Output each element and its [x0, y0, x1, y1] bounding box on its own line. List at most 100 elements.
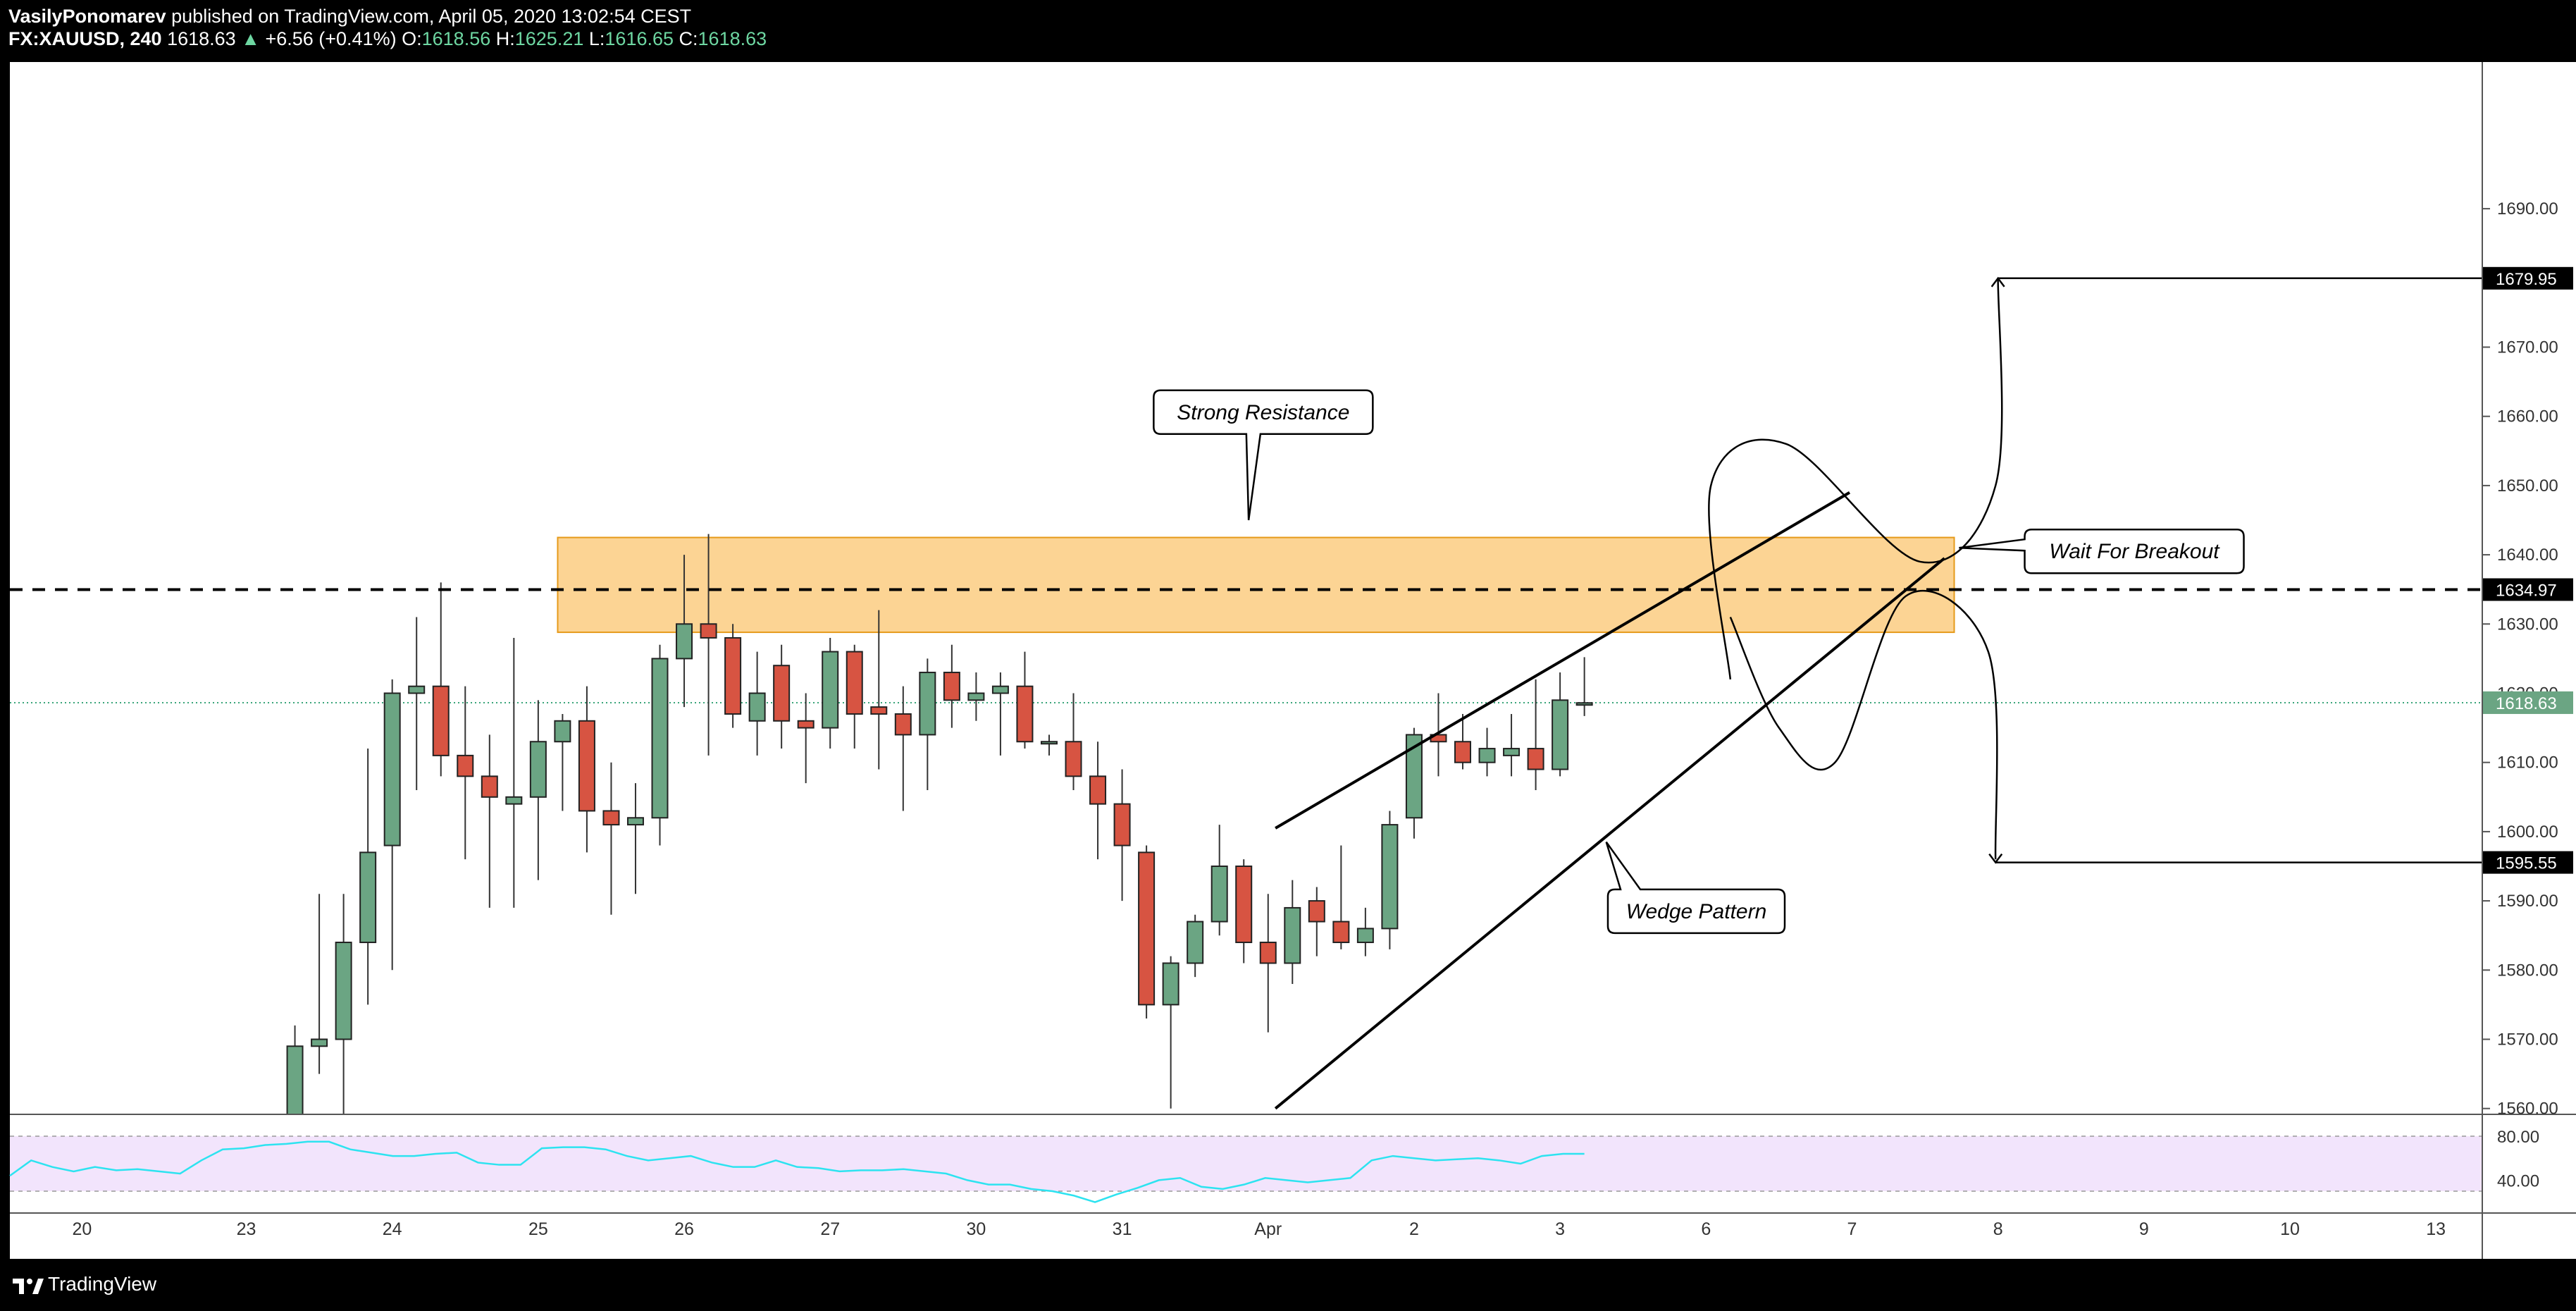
rsi-band [10, 1136, 2482, 1191]
candle[interactable] [1138, 851, 1156, 1006]
x-tick-label: 27 [820, 1219, 840, 1239]
candle[interactable] [748, 692, 766, 722]
symbol-label[interactable]: FX:XAUUSD, 240 [8, 28, 162, 49]
candle[interactable] [943, 672, 960, 701]
callout-text: Wedge Pattern [1626, 900, 1767, 923]
high-label: H: [495, 28, 515, 49]
symbol-line: FX:XAUUSD, 240 1618.63 ▲ +6.56 (+0.41%) … [8, 28, 767, 50]
price-label-tag[interactable] [2483, 578, 2573, 601]
x-tick-label: 20 [73, 1219, 92, 1239]
price-axis[interactable] [2483, 62, 2576, 1259]
price-label-tag[interactable] [2483, 266, 2573, 290]
open-label: O: [402, 28, 422, 49]
x-tick-label: 31 [1113, 1219, 1132, 1239]
wedge-upper-line[interactable] [1275, 491, 1851, 830]
last-price: 1618.63 [167, 28, 236, 49]
candle[interactable] [1065, 741, 1082, 777]
candle[interactable] [724, 636, 742, 715]
candle[interactable] [773, 665, 791, 722]
open-value: 1618.56 [421, 28, 491, 49]
wedge-lower-line[interactable] [1274, 557, 1945, 1110]
candle[interactable] [529, 741, 547, 798]
y-tick-label: 1660.00 [2497, 407, 2558, 426]
breakout-up-path[interactable] [1708, 278, 2003, 679]
candle[interactable] [1235, 866, 1253, 944]
candle[interactable] [1308, 900, 1325, 923]
tradingview-logo-icon[interactable] [11, 1274, 45, 1297]
y-tick-label: 1580.00 [2497, 961, 2558, 980]
close-value: 1618.63 [698, 28, 767, 49]
candle[interactable] [1113, 803, 1131, 847]
candle[interactable] [1259, 942, 1277, 964]
candle[interactable] [700, 623, 717, 639]
candle[interactable] [822, 651, 839, 729]
x-tick-label: Apr [1254, 1219, 1282, 1239]
candle[interactable] [578, 720, 595, 812]
candle[interactable] [1478, 748, 1496, 763]
candle[interactable] [626, 817, 644, 826]
candle[interactable] [991, 685, 1009, 694]
candle[interactable] [1016, 685, 1034, 743]
publisher-line: VasilyPonomarev published on TradingView… [8, 6, 691, 27]
callout-box[interactable] [1605, 841, 1786, 935]
candle[interactable] [894, 713, 912, 736]
candle[interactable] [870, 706, 888, 715]
candle[interactable] [1089, 775, 1107, 805]
published-text: published on TradingView.com, April 05, … [171, 6, 692, 27]
candle[interactable] [846, 651, 863, 715]
candle[interactable] [676, 623, 693, 660]
candle[interactable] [554, 720, 571, 743]
candle[interactable] [1503, 748, 1521, 756]
y-tick-label: 1610.00 [2497, 753, 2558, 773]
resistance-zone[interactable] [557, 536, 1955, 634]
callout-box[interactable] [1959, 528, 2245, 574]
candle[interactable] [335, 942, 352, 1040]
candle[interactable] [1284, 906, 1301, 964]
candle[interactable] [359, 851, 377, 944]
candle[interactable] [1040, 741, 1058, 745]
candle[interactable] [432, 685, 450, 756]
candle[interactable] [1381, 824, 1399, 930]
candle[interactable] [1332, 921, 1350, 944]
candle[interactable] [1210, 866, 1228, 923]
time-axis[interactable] [10, 1214, 2482, 1259]
x-tick-label: 24 [383, 1219, 402, 1239]
candle[interactable] [602, 810, 620, 826]
candle[interactable] [919, 672, 936, 736]
callout-box[interactable] [1153, 389, 1374, 521]
candle[interactable] [1552, 699, 1569, 770]
low-value: 1616.65 [605, 28, 674, 49]
y-tick-label: 1590.00 [2497, 892, 2558, 911]
candle[interactable] [1575, 702, 1593, 706]
candle[interactable] [408, 685, 426, 694]
candle[interactable] [651, 658, 669, 819]
y-tick-label: 1690.00 [2497, 199, 2558, 218]
price-chart[interactable]: 1560.00 1570.00 1580.00 1590.00 1600.00 1610.… [0, 62, 2576, 1259]
candle[interactable] [1162, 962, 1179, 1006]
candle[interactable] [1356, 928, 1374, 944]
candle[interactable] [481, 775, 498, 798]
candle[interactable] [505, 796, 523, 805]
callout-text: Wait For Breakout [2049, 540, 2220, 563]
author-name[interactable]: VasilyPonomarev [8, 6, 166, 27]
candle[interactable] [383, 692, 401, 847]
candle[interactable] [311, 1038, 328, 1047]
price-label-tag[interactable] [2483, 691, 2573, 714]
x-tick-label: 23 [237, 1219, 256, 1239]
candle[interactable] [1454, 741, 1471, 763]
candle[interactable] [1527, 748, 1544, 770]
rsi-tick-label: 40.00 [2497, 1171, 2539, 1190]
candle[interactable] [967, 692, 985, 701]
candle[interactable] [797, 720, 815, 729]
price-label-tag[interactable] [2483, 851, 2573, 874]
candle[interactable] [1187, 921, 1204, 964]
candle[interactable] [457, 754, 474, 777]
tradingview-brand[interactable]: TradingView [48, 1273, 157, 1295]
y-tick-label: 1600.00 [2497, 823, 2558, 842]
candle[interactable] [1405, 734, 1423, 819]
change-icon: ▲ [241, 28, 260, 49]
rsi-line[interactable] [9, 1140, 1585, 1203]
breakdown-path[interactable] [1729, 589, 1998, 860]
candle[interactable] [286, 1045, 304, 1171]
x-tick-label: 6 [1701, 1219, 1711, 1239]
